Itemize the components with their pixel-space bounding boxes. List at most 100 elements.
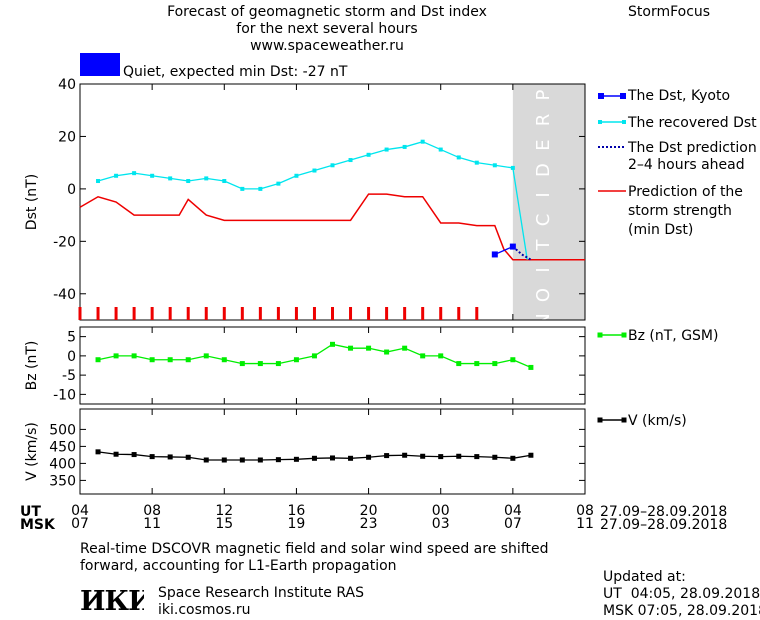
v-point	[293, 456, 299, 462]
footer-note-line-2: forward, accounting for L1-Earth propaga…	[80, 558, 397, 574]
y-axis-label-1: Bz (nT)	[24, 341, 40, 391]
y-tick-label: 0	[67, 182, 76, 198]
msk-tick-label: 07	[71, 516, 89, 532]
legend-marker-dst-kyoto	[620, 93, 626, 99]
recovered-dst-point	[222, 179, 227, 184]
dst-kyoto-point	[509, 243, 516, 250]
y-axis-label-2: V (km/s)	[24, 422, 40, 481]
v-point	[348, 455, 354, 461]
prediction-label-letter: I	[533, 267, 554, 272]
recovered-dst-point	[132, 171, 137, 176]
recovered-dst-point	[402, 144, 407, 149]
bz-point	[348, 345, 354, 351]
ut-tick-label: 20	[360, 503, 378, 519]
bz-point	[366, 345, 372, 351]
updated-label: Updated at:	[603, 569, 686, 585]
chart-title-line-2: for the next several hours	[236, 21, 418, 37]
legend-label-dst-prediction-2: 2–4 hours ahead	[628, 157, 745, 173]
iki-logo-text: ИКИ	[80, 586, 144, 614]
y-tick-label: 20	[58, 129, 76, 145]
storm-strength-line	[79, 193, 585, 261]
legend-label-v: V (km/s)	[628, 413, 687, 429]
bz-point	[167, 357, 173, 363]
y-tick-label: 5	[67, 330, 76, 346]
v-point	[311, 455, 317, 461]
v-point	[456, 453, 462, 459]
prediction-band	[512, 84, 585, 320]
panel-frame-2	[79, 408, 586, 495]
recovered-dst-point	[276, 181, 281, 186]
legend-marker-bz	[621, 332, 627, 338]
recovered-dst-point	[240, 186, 245, 191]
recovered-dst-line	[97, 140, 528, 260]
v-point	[95, 449, 101, 455]
y-tick-label: 350	[49, 473, 76, 489]
bz-point	[384, 349, 390, 355]
chart-title-line-1: Forecast of geomagnetic storm and Dst in…	[167, 4, 487, 20]
bz-point	[456, 361, 462, 367]
y-tick-label: 400	[49, 456, 76, 472]
recovered-dst-point	[168, 176, 173, 181]
legend-marker-bz	[597, 332, 603, 338]
recovered-dst-point	[186, 179, 191, 184]
recovered-dst-point	[96, 179, 101, 184]
legend-label-storm-3: (min Dst)	[628, 222, 694, 238]
bz-point	[311, 353, 317, 359]
recovered-dst-point	[294, 173, 299, 178]
v-point	[438, 454, 444, 460]
legend-marker-v	[597, 417, 603, 423]
v-point	[113, 451, 119, 457]
v-point	[275, 457, 281, 463]
v-point	[239, 457, 245, 463]
bz-point	[203, 353, 209, 359]
institute-url[interactable]: iki.cosmos.ru	[158, 602, 251, 618]
msk-date-range: 27.09–28.09.2018	[600, 517, 728, 533]
v-point	[402, 452, 408, 458]
v-point	[257, 457, 263, 463]
bz-point	[510, 357, 516, 363]
updated-msk: MSK 07:05, 28.09.2018	[603, 603, 760, 619]
recovered-dst-point	[258, 186, 263, 191]
bz-point	[185, 357, 191, 363]
ut-tick-label: 08	[576, 503, 594, 519]
ut-tick-label: 04	[504, 503, 522, 519]
recovered-dst-point	[312, 168, 317, 173]
y-tick-label: -10	[53, 387, 76, 403]
prediction-label-letter: R	[533, 114, 554, 127]
msk-tick-label: 11	[143, 516, 161, 532]
recovered-dst-point	[492, 163, 497, 168]
status-color-swatch	[80, 53, 120, 76]
panel-frame-1	[79, 326, 586, 405]
dst-kyoto-point	[491, 251, 498, 258]
legend-label-recovered: The recovered Dst	[628, 115, 757, 131]
recovered-dst-point	[114, 173, 119, 178]
v-point	[528, 452, 534, 458]
recovered-dst-point	[420, 139, 425, 144]
y-tick-label: -20	[53, 234, 76, 250]
bz-point	[474, 361, 480, 367]
legend-label-storm-2: storm strength	[628, 203, 732, 219]
prediction-label-letter: P	[533, 89, 554, 100]
prediction-label-letter: D	[533, 163, 554, 177]
prediction-label-letter: E	[533, 139, 554, 150]
bz-point	[113, 353, 119, 359]
v-point	[474, 454, 480, 460]
prediction-label-letter: C	[533, 214, 554, 227]
msk-tick-label: 15	[215, 516, 233, 532]
recovered-dst-point	[438, 147, 443, 152]
v-point	[185, 454, 191, 460]
v-point	[510, 455, 516, 461]
prediction-label-letter: T	[533, 239, 554, 252]
dst-kyoto-line	[494, 245, 514, 256]
institute-name: Space Research Institute RAS	[158, 585, 364, 601]
recovered-dst-point	[204, 176, 209, 181]
y-axis-label-0: Dst (nT)	[24, 174, 40, 230]
bz-point	[131, 353, 137, 359]
bz-point	[239, 361, 245, 367]
chart-title-url: www.spaceweather.ru	[250, 38, 404, 54]
msk-tick-label: 19	[288, 516, 306, 532]
v-point	[330, 455, 335, 461]
recovered-dst-point	[456, 155, 461, 160]
y-tick-label: 40	[58, 77, 76, 93]
bz-point	[95, 357, 101, 363]
